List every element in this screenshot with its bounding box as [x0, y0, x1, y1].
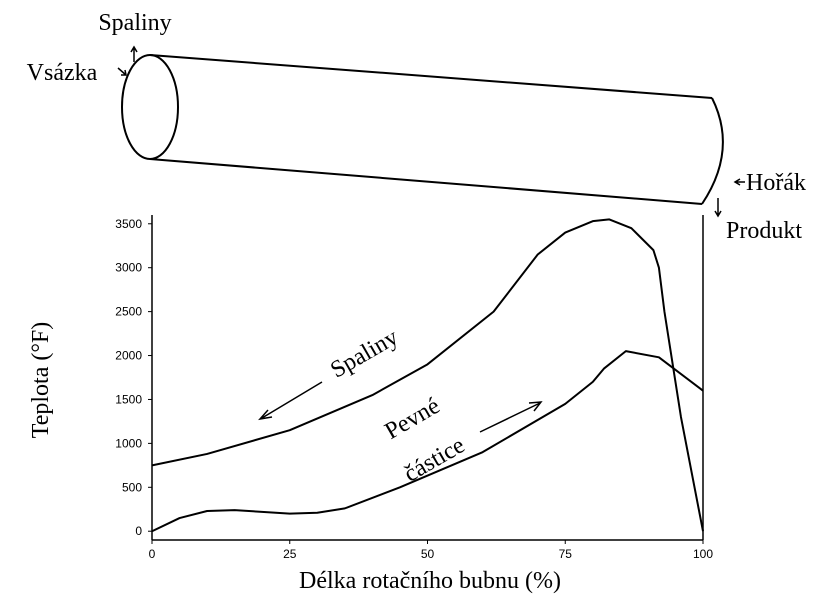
y-tick-label: 500 [122, 480, 142, 494]
arrow [117, 67, 127, 76]
x-tick-label: 25 [283, 547, 297, 561]
y-tick-label: 2500 [115, 305, 142, 319]
x-tick-label: 75 [559, 547, 573, 561]
y-tick-label: 0 [135, 524, 142, 538]
drum [121, 54, 724, 205]
y-tick-label: 3000 [115, 261, 142, 275]
x-axis-label: Délka rotačního bubnu (%) [299, 568, 561, 594]
y-tick-label: 2000 [115, 349, 142, 363]
diagram-label: Hořák [746, 170, 806, 196]
annotation: částice [400, 432, 470, 487]
axes [151, 215, 704, 541]
series-line [151, 350, 704, 533]
series-line [151, 218, 704, 532]
y-tick-label: 1000 [115, 436, 142, 450]
x-tick-label: 50 [421, 547, 435, 561]
diagram-label: Produkt [726, 218, 802, 244]
drum-edge [149, 54, 713, 99]
arrow [479, 401, 543, 433]
x-tick-label: 0 [149, 547, 156, 561]
y-axis-label: Teplota (°F) [28, 322, 54, 439]
y-tick-label: 1500 [115, 392, 142, 406]
drum-end [121, 54, 179, 160]
annotation: Pevné [381, 393, 445, 445]
drum-end [701, 97, 724, 205]
x-tick-label: 100 [693, 547, 713, 561]
diagram-label: Spaliny [98, 10, 171, 36]
arrow [733, 178, 745, 186]
diagram-label: Vsázka [27, 60, 98, 86]
arrow [714, 198, 722, 218]
annotation: Spaliny [326, 324, 403, 383]
drum-edge [149, 158, 703, 205]
y-tick-label: 3500 [115, 217, 142, 231]
arrows [117, 45, 745, 433]
arrow [130, 45, 138, 62]
arrow [258, 381, 323, 421]
